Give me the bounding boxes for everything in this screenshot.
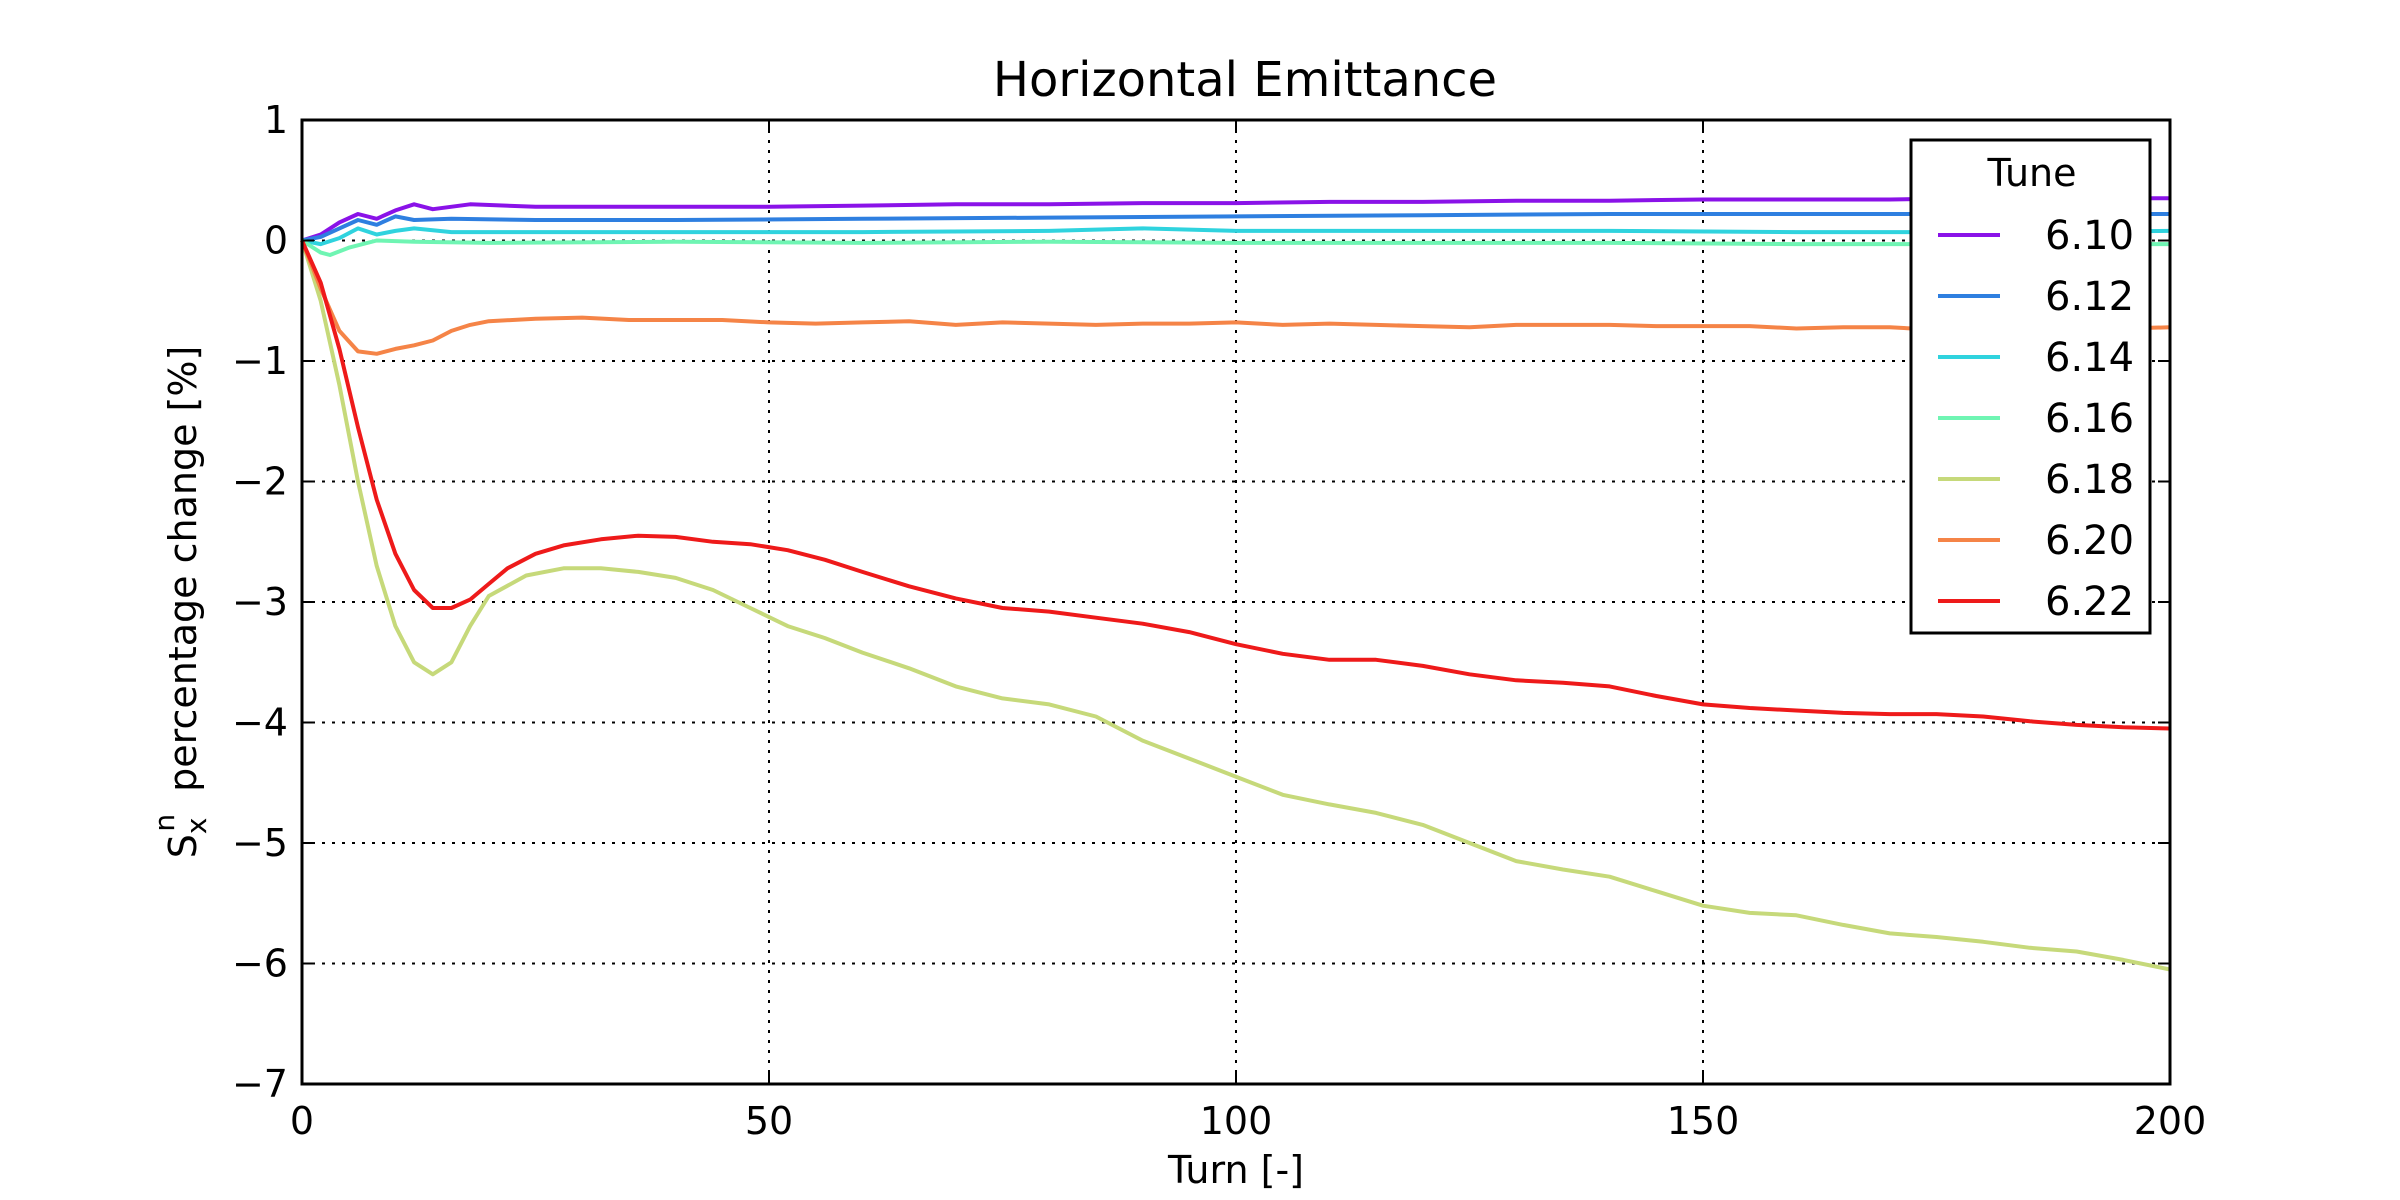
chart-title: Horizontal Emittance: [993, 52, 1497, 108]
legend-label: 6.14: [2045, 335, 2134, 381]
y-tick-label: 0: [264, 219, 288, 263]
legend-label: 6.10: [2045, 213, 2134, 259]
x-tick-label: 0: [290, 1099, 314, 1143]
y-tick-label: −5: [232, 821, 288, 865]
x-tick-label: 200: [2134, 1099, 2207, 1143]
y-tick-label: −7: [232, 1062, 288, 1106]
y-axis-label-superscript: n: [148, 814, 181, 832]
series-line-6-16: [300, 238, 2170, 257]
series-line-6-14: [301, 226, 2171, 247]
series-line-6-22: [300, 239, 2171, 731]
y-tick-label: −6: [232, 942, 288, 986]
legend-label: 6.12: [2045, 274, 2134, 320]
x-tick-label: 100: [1200, 1099, 1273, 1143]
y-tick-label: 1: [264, 98, 288, 142]
x-tick-label: 150: [1667, 1099, 1740, 1143]
legend-title: Tune: [1987, 151, 2077, 195]
y-axis: 1 0 −1 −2 −3 −4 −5 −6 −7: [232, 98, 2170, 1106]
legend-label: 6.18: [2045, 457, 2134, 503]
series-line-6-18: [300, 239, 2171, 972]
y-axis-label: Sxn percentage change [%]: [148, 346, 213, 859]
y-tick-label: −3: [232, 580, 288, 624]
y-axis-label-subscript: x: [180, 818, 213, 835]
legend: Tune 6.10 6.12 6.14 6.16 6.18 6.20 6.22: [1909, 138, 2152, 635]
series-line-6-12: [301, 212, 2170, 243]
legend-label: 6.20: [2045, 518, 2134, 564]
legend-label: 6.16: [2045, 396, 2134, 442]
series-line-6-20: [300, 239, 2171, 356]
x-axis-label: Turn [-]: [1167, 1148, 1304, 1192]
x-tick-label: 50: [745, 1099, 793, 1143]
legend-label: 6.22: [2045, 579, 2134, 625]
y-tick-label: −1: [232, 339, 288, 383]
series-lines: [300, 196, 2171, 972]
series-line-6-10: [301, 196, 2170, 243]
y-tick-label: −2: [232, 460, 288, 504]
y-axis-label-symbol: S: [161, 834, 205, 858]
x-axis: 0 50 100 150 200: [290, 120, 2206, 1143]
y-axis-label-text: percentage change [%]: [161, 346, 205, 792]
legend-box: [1909, 138, 2152, 635]
y-tick-label: −4: [232, 701, 288, 745]
